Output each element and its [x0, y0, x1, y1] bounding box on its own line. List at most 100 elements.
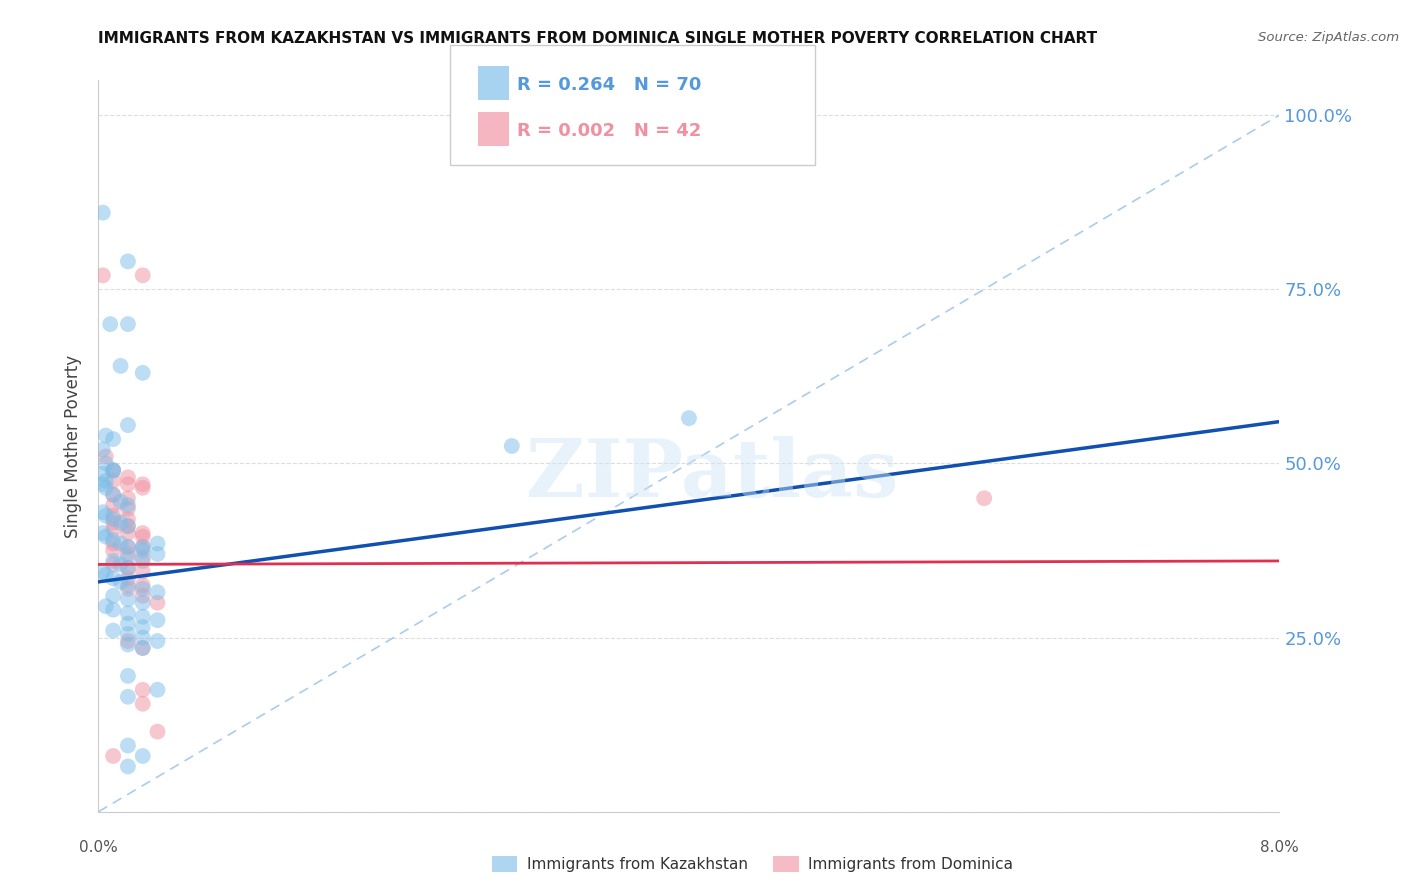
Text: Immigrants from Kazakhstan: Immigrants from Kazakhstan — [527, 857, 748, 871]
Point — [103, 488, 125, 502]
Point — [132, 268, 155, 283]
Point — [132, 640, 155, 655]
Point — [103, 512, 125, 526]
Point — [132, 697, 155, 711]
Point — [103, 432, 125, 446]
Point — [117, 491, 139, 506]
Point — [103, 498, 125, 512]
Point — [91, 205, 114, 219]
Point — [117, 254, 139, 268]
Point — [110, 574, 132, 589]
Point — [94, 457, 117, 471]
Point — [91, 467, 114, 481]
Point — [91, 505, 114, 519]
Point — [103, 488, 125, 502]
Point — [117, 547, 139, 561]
Point — [117, 759, 139, 773]
Point — [132, 477, 155, 491]
Point — [132, 540, 155, 554]
Point — [117, 512, 139, 526]
Point — [103, 589, 125, 603]
Point — [132, 481, 155, 495]
Point — [132, 554, 155, 568]
Point — [110, 558, 132, 572]
Point — [117, 561, 139, 575]
Point — [103, 523, 125, 537]
Point — [117, 540, 139, 554]
Point — [132, 596, 155, 610]
Point — [117, 501, 139, 516]
Point — [146, 585, 169, 599]
Text: 0.0%: 0.0% — [79, 840, 118, 855]
Point — [94, 474, 117, 488]
Point — [103, 463, 125, 477]
Point — [132, 631, 155, 645]
Point — [94, 450, 117, 464]
Point — [132, 543, 155, 558]
Point — [132, 682, 155, 697]
Point — [146, 547, 169, 561]
Point — [146, 634, 169, 648]
Point — [103, 624, 125, 638]
Point — [94, 530, 117, 544]
Point — [91, 565, 114, 579]
Point — [678, 411, 700, 425]
Point — [146, 724, 169, 739]
Point — [91, 442, 114, 457]
Point — [132, 609, 155, 624]
Point — [117, 498, 139, 512]
Point — [132, 526, 155, 541]
Point — [117, 627, 139, 641]
Point — [103, 749, 125, 764]
Point — [132, 578, 155, 592]
Point — [91, 268, 114, 283]
Point — [117, 561, 139, 575]
Point — [110, 516, 132, 530]
Point — [117, 634, 139, 648]
Text: Immigrants from Dominica: Immigrants from Dominica — [808, 857, 1014, 871]
Point — [103, 516, 125, 530]
Point — [132, 620, 155, 634]
Point — [103, 508, 125, 523]
Point — [117, 616, 139, 631]
Point — [132, 530, 155, 544]
Point — [132, 582, 155, 596]
Point — [103, 571, 125, 585]
Point — [117, 739, 139, 753]
Point — [132, 640, 155, 655]
Text: Source: ZipAtlas.com: Source: ZipAtlas.com — [1258, 31, 1399, 45]
Point — [146, 682, 169, 697]
Point — [94, 508, 117, 523]
Point — [132, 550, 155, 565]
Point — [91, 477, 114, 491]
Point — [117, 519, 139, 533]
Point — [117, 606, 139, 620]
Point — [117, 550, 139, 565]
Point — [110, 359, 132, 373]
Point — [117, 690, 139, 704]
Point — [103, 536, 125, 550]
Point — [146, 536, 169, 550]
Point — [103, 554, 125, 568]
Point — [94, 481, 117, 495]
Text: R = 0.264   N = 70: R = 0.264 N = 70 — [517, 76, 702, 94]
Point — [132, 749, 155, 764]
Point — [103, 463, 125, 477]
Text: R = 0.002   N = 42: R = 0.002 N = 42 — [517, 122, 702, 140]
Point — [132, 540, 155, 554]
Point — [132, 366, 155, 380]
Point — [110, 536, 132, 550]
Point — [501, 439, 523, 453]
Point — [94, 428, 117, 442]
Point — [117, 540, 139, 554]
Point — [98, 317, 121, 331]
Point — [132, 589, 155, 603]
Point — [110, 494, 132, 508]
Text: IMMIGRANTS FROM KAZAKHSTAN VS IMMIGRANTS FROM DOMINICA SINGLE MOTHER POVERTY COR: IMMIGRANTS FROM KAZAKHSTAN VS IMMIGRANTS… — [98, 31, 1098, 46]
Point — [973, 491, 995, 506]
Point — [117, 519, 139, 533]
Point — [117, 477, 139, 491]
Point — [117, 592, 139, 607]
Point — [146, 596, 169, 610]
Point — [117, 638, 139, 652]
